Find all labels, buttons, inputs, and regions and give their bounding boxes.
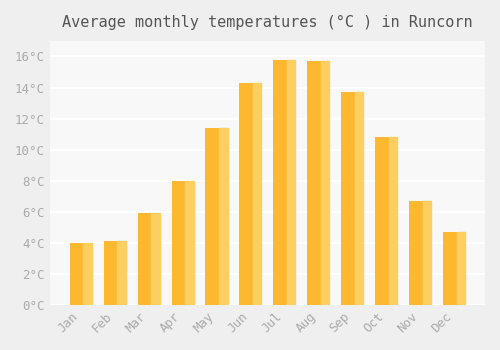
Bar (151, 214, 160, 305)
Bar (185, 181, 194, 305)
Bar (219, 128, 228, 305)
Bar (172, 181, 194, 305)
Bar (118, 241, 126, 305)
Bar (138, 214, 160, 305)
Bar (423, 201, 432, 305)
Bar (70, 243, 92, 305)
Bar (457, 232, 465, 305)
Bar (375, 137, 398, 305)
Bar (342, 92, 363, 305)
Bar (274, 60, 295, 305)
Bar (84, 243, 92, 305)
Bar (104, 241, 126, 305)
Bar (308, 61, 330, 305)
Bar (409, 201, 432, 305)
Bar (240, 83, 262, 305)
Title: Average monthly temperatures (°C ) in Runcorn: Average monthly temperatures (°C ) in Ru… (62, 15, 472, 30)
Bar (253, 83, 262, 305)
Bar (206, 128, 228, 305)
Bar (443, 232, 465, 305)
Bar (321, 61, 330, 305)
Bar (389, 137, 398, 305)
Bar (355, 92, 364, 305)
Bar (287, 60, 296, 305)
